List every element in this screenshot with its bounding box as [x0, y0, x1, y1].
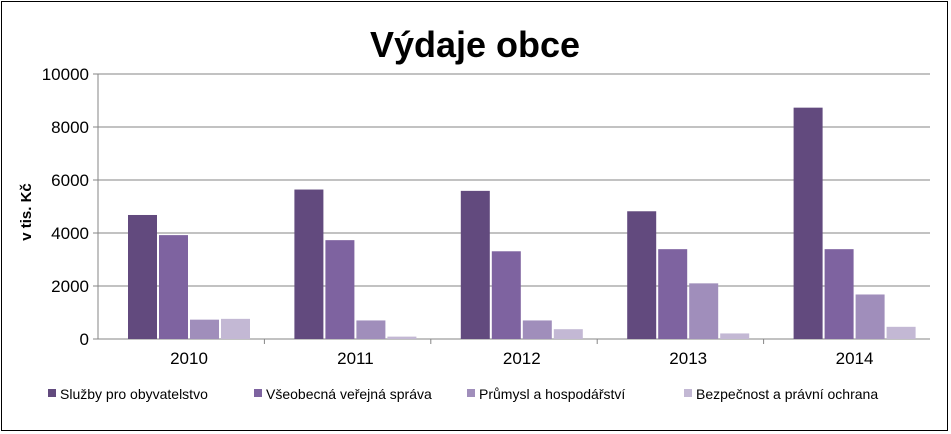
y-tick-label: 8000	[51, 118, 89, 137]
x-tick-label: 2013	[669, 349, 707, 368]
bar	[855, 294, 885, 339]
y-tick-label: 10000	[42, 65, 89, 84]
y-tick-label: 2000	[51, 277, 89, 296]
chart-title: Výdaje obce	[370, 24, 580, 65]
legend: Služby pro obyvatelstvo Všeobecná veřejná…	[48, 386, 878, 402]
gridlines	[98, 73, 930, 287]
legend-label: Služby pro obyvatelstvo	[60, 386, 208, 402]
bar	[522, 320, 552, 339]
bar	[793, 107, 823, 339]
legend-swatch	[254, 389, 262, 397]
bar	[689, 283, 719, 339]
y-tick-label: 4000	[51, 224, 89, 243]
x-tick-label: 2010	[170, 349, 208, 368]
bar	[294, 189, 324, 339]
bar	[221, 318, 250, 339]
legend-label: Bezpečnost a právní ochrana	[696, 386, 878, 402]
axes: 0 2000 4000 6000 8000 10000 2010 2011 2012 2013 20…	[42, 65, 930, 368]
legend-label: Všeobecná veřejná správa	[266, 386, 432, 402]
bar	[824, 249, 854, 339]
bar	[159, 235, 188, 339]
bar	[491, 251, 521, 339]
y-axis-label: v tis. Kč	[18, 183, 35, 241]
bar	[553, 329, 583, 339]
bar	[886, 326, 916, 339]
bar	[190, 319, 219, 339]
y-tick-label: 0	[80, 330, 89, 349]
bar	[356, 320, 386, 339]
bar	[627, 211, 657, 339]
x-tick-label: 2011	[337, 349, 374, 368]
bar	[387, 336, 417, 339]
bar	[325, 240, 355, 339]
legend-swatch	[48, 389, 56, 397]
y-tick-label: 6000	[51, 171, 89, 190]
bar	[128, 214, 157, 339]
bars	[128, 107, 916, 339]
bar	[460, 190, 490, 339]
legend-label: Průmysl a hospodářství	[479, 386, 625, 402]
bar	[658, 249, 688, 339]
x-tick-label: 2012	[503, 349, 541, 368]
x-tick-label: 2014	[836, 349, 874, 368]
bar	[720, 333, 750, 339]
legend-swatch	[467, 389, 475, 397]
legend-swatch	[684, 389, 692, 397]
